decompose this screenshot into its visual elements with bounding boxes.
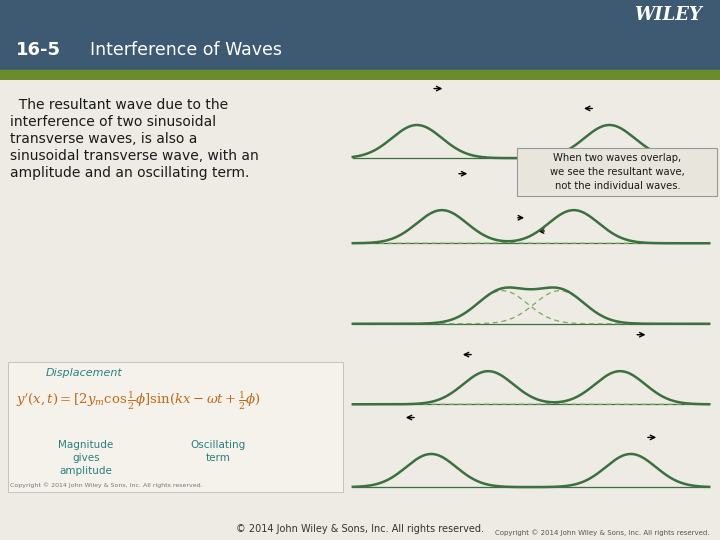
Text: WILEY: WILEY [634, 6, 702, 24]
Text: Copyright © 2014 John Wiley & Sons, Inc. All rights reserved.: Copyright © 2014 John Wiley & Sons, Inc.… [10, 482, 202, 488]
Text: interference of two sinusoidal: interference of two sinusoidal [10, 115, 216, 129]
Text: The resultant wave due to the: The resultant wave due to the [10, 98, 228, 112]
Text: Oscillating
term: Oscillating term [190, 440, 246, 463]
Text: Magnitude
gives
amplitude: Magnitude gives amplitude [58, 440, 114, 476]
Text: $y'(x,t) = [2y_m \cos \frac{1}{2}\phi]\sin(kx - \omega t + \frac{1}{2}\phi)$: $y'(x,t) = [2y_m \cos \frac{1}{2}\phi]\s… [16, 390, 261, 412]
Text: When two waves overlap,
we see the resultant wave,
not the individual waves.: When two waves overlap, we see the resul… [550, 153, 685, 191]
Text: transverse waves, is also a: transverse waves, is also a [10, 132, 197, 146]
Bar [0, 70, 720, 80]
Text: 16-5: 16-5 [16, 40, 60, 58]
Text: sinusoidal transverse wave, with an: sinusoidal transverse wave, with an [10, 149, 258, 163]
Text: Displacement: Displacement [46, 368, 122, 378]
Bar [8, 362, 343, 492]
Text: Copyright © 2014 John Wiley & Sons, Inc. All rights reserved.: Copyright © 2014 John Wiley & Sons, Inc.… [495, 529, 709, 536]
FancyBboxPatch shape [518, 148, 717, 196]
Text: © 2014 John Wiley & Sons, Inc. All rights reserved.: © 2014 John Wiley & Sons, Inc. All right… [236, 524, 484, 534]
Text: amplitude and an oscillating term.: amplitude and an oscillating term. [10, 166, 249, 180]
Text: Interference of Waves: Interference of Waves [90, 40, 282, 58]
